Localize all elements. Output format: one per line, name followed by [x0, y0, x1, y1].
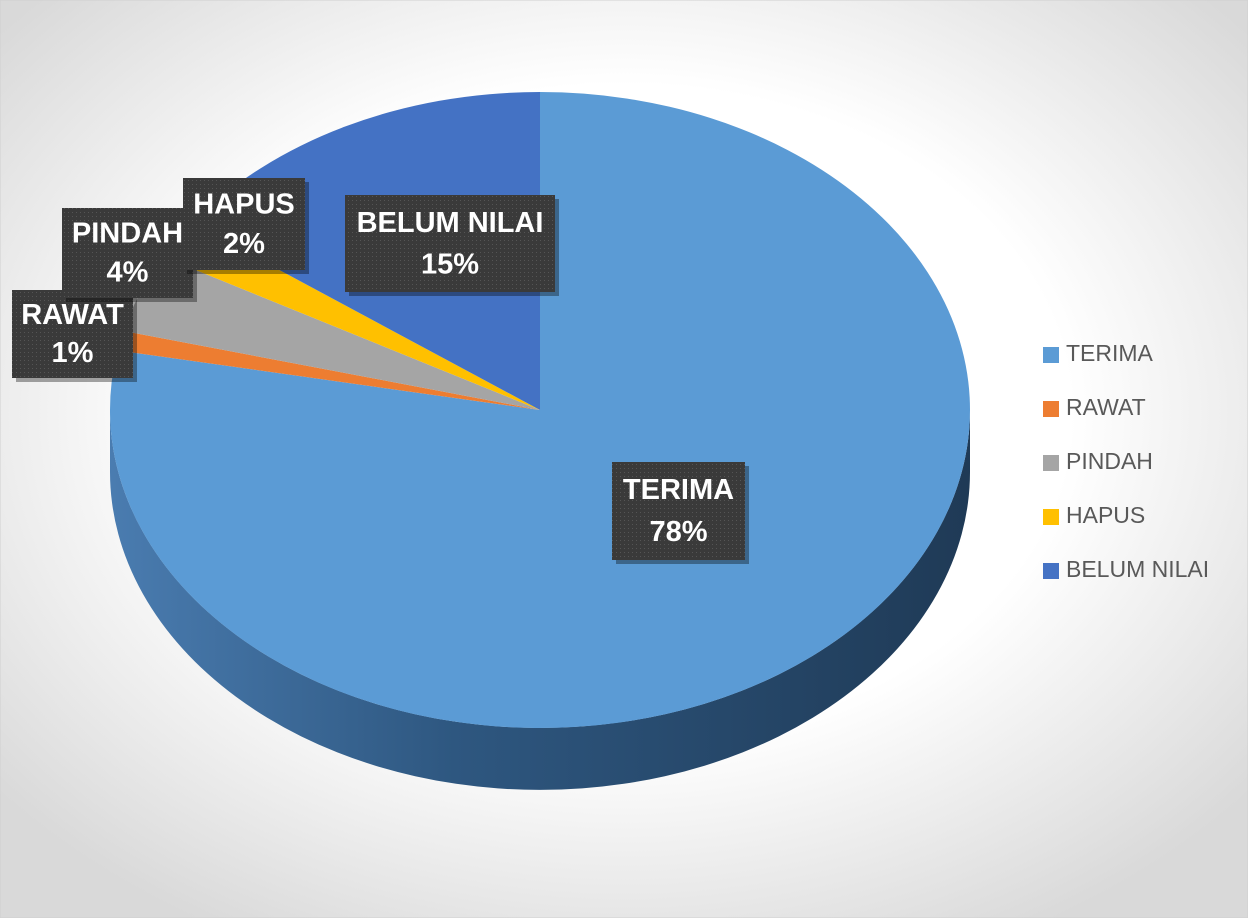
legend-label: RAWAT — [1066, 394, 1146, 420]
pie-slice — [123, 256, 540, 410]
label-category: BELUM NILAI — [357, 207, 544, 239]
label-value: 78% — [649, 516, 707, 548]
legend-swatch — [1043, 455, 1059, 471]
legend-swatch — [1043, 401, 1059, 417]
label-value: 4% — [107, 256, 149, 288]
label-box — [62, 208, 193, 298]
label-box — [12, 290, 133, 378]
legend-label: HAPUS — [1066, 502, 1145, 528]
legend-label: BELUM NILAI — [1066, 556, 1209, 582]
label-category: HAPUS — [193, 188, 295, 220]
pie-slice — [117, 330, 540, 410]
pie — [109, 91, 970, 790]
legend-label: PINDAH — [1066, 448, 1153, 474]
label-value: 15% — [421, 248, 479, 280]
legend-swatch — [1043, 563, 1059, 579]
label-category: RAWAT — [21, 299, 124, 331]
legend-swatch — [1043, 509, 1059, 525]
label-box — [612, 462, 745, 560]
label-value: 1% — [52, 337, 94, 369]
label-category: TERIMA — [623, 474, 734, 506]
pie-side — [110, 410, 970, 790]
label-category: PINDAH — [72, 218, 183, 250]
legend: TERIMA RAWAT PINDAH HAPUS BELUM NILAI — [1043, 340, 1209, 582]
label-box — [183, 178, 305, 270]
label-value: 2% — [223, 228, 265, 260]
data-labels: TERIMA 78% RAWAT 1% PINDAH 4% HAPUS 2% BELUM NIL… — [12, 178, 749, 564]
pie-slice — [109, 92, 970, 728]
label-box — [345, 195, 555, 292]
legend-swatch — [1043, 347, 1059, 363]
legend-label: TERIMA — [1066, 340, 1154, 366]
